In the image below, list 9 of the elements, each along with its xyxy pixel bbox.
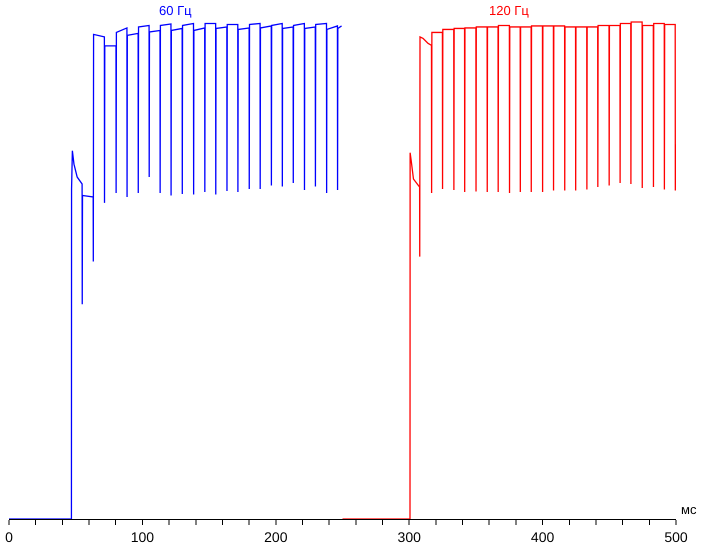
- x-tick-label: 500: [664, 528, 688, 545]
- x-tick-label: 0: [5, 528, 14, 545]
- x-tick-label: 100: [130, 528, 154, 545]
- x-tick-label: 300: [398, 528, 422, 545]
- x-tick-label: 200: [264, 528, 288, 545]
- series-label: 60 Гц: [159, 3, 192, 18]
- x-tick-label: 400: [530, 528, 554, 545]
- x-axis-title: мс: [681, 502, 697, 517]
- series-label: 120 Гц: [489, 3, 530, 18]
